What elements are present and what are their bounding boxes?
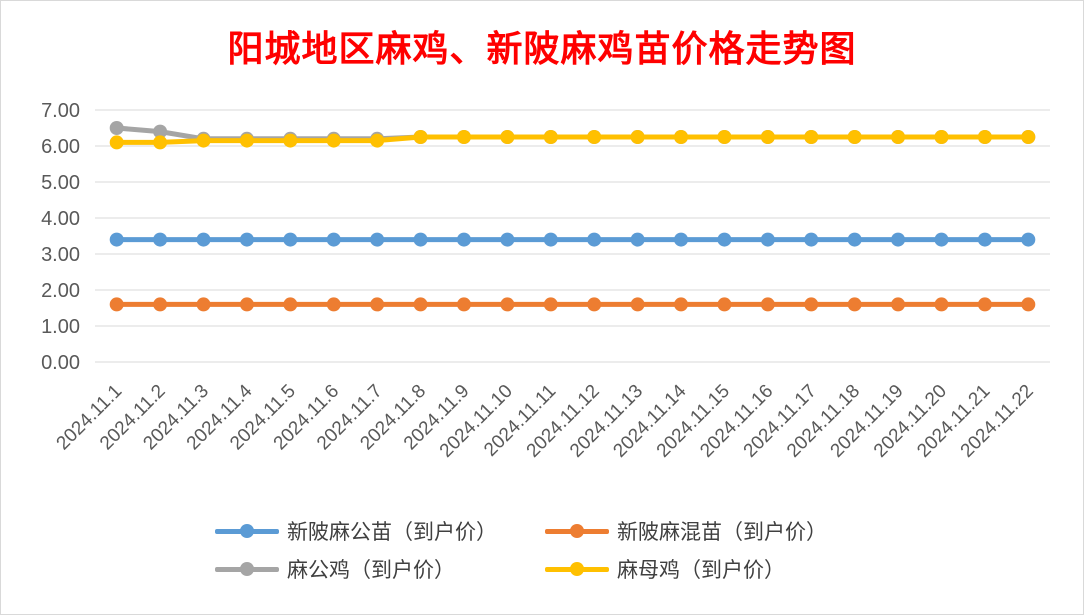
series-2-point: [760, 297, 775, 312]
series-2-point: [717, 297, 732, 312]
series-1-point: [109, 232, 124, 247]
series-1-point: [500, 232, 515, 247]
series-4-point: [196, 133, 211, 148]
y-tick-label: 6.00: [41, 136, 80, 158]
series-1-point: [760, 232, 775, 247]
series-1-point: [891, 232, 906, 247]
series-1-point: [630, 232, 645, 247]
series-1-point: [326, 232, 341, 247]
series-1-point: [847, 232, 862, 247]
series-4-point: [283, 133, 298, 148]
series-4-point: [109, 135, 124, 150]
series-4-point: [326, 133, 341, 148]
series-2-point: [847, 297, 862, 312]
series-1-point: [1021, 232, 1036, 247]
series-4-point: [674, 130, 689, 144]
series-4-point: [413, 130, 428, 144]
legend-item-series-3: 麻公鸡（到户价）: [215, 554, 545, 584]
series-4-point: [934, 130, 949, 144]
series-2-point: [239, 297, 254, 312]
series-2-point: [500, 297, 515, 312]
series-4-point: [891, 130, 906, 144]
series-1-point: [456, 232, 471, 247]
y-tick-label: 0.00: [41, 352, 80, 374]
series-2-point: [109, 297, 124, 312]
series-4-point: [500, 130, 515, 144]
series-2-point: [674, 297, 689, 312]
series-4-point: [760, 130, 775, 144]
series-2-point: [543, 297, 558, 312]
series-4-point: [543, 130, 558, 144]
chart-title: 阳城地区麻鸡、新陂麻鸡苗价格走势图: [227, 28, 857, 70]
series-4-point: [456, 130, 471, 144]
series-1-point: [804, 232, 819, 247]
series-2-point: [456, 297, 471, 312]
y-tick-label: 5.00: [41, 172, 80, 194]
series-1-point: [370, 232, 385, 247]
legend-label-series-4: 麻母鸡（到户价）: [617, 558, 785, 582]
series-2-point: [1021, 297, 1036, 312]
legend-item-series-1: 新陂麻公苗（到户价）: [215, 516, 545, 546]
series-4-point: [847, 130, 862, 144]
series-1-point: [283, 232, 298, 247]
legend-marker-series-4: [545, 559, 609, 579]
series-4-point: [587, 130, 602, 144]
series-2-point: [413, 297, 428, 312]
series-1-point: [934, 232, 949, 247]
series-3-point: [109, 121, 124, 135]
series-4-point: [977, 130, 992, 144]
series-2-point: [326, 297, 341, 312]
series-2-point: [891, 297, 906, 312]
legend-label-series-3: 麻公鸡（到户价）: [287, 558, 455, 582]
y-tick-label: 2.00: [41, 280, 80, 302]
series-1-point: [674, 232, 689, 247]
series-4-point: [153, 135, 168, 150]
series-1-point: [239, 232, 254, 247]
y-tick-label: 7.00: [41, 100, 80, 122]
series-2-point: [153, 297, 168, 312]
series-2-point: [804, 297, 819, 312]
series-2-point: [977, 297, 992, 312]
series-2-point: [934, 297, 949, 312]
series-2-point: [587, 297, 602, 312]
legend-label-series-2: 新陂麻混苗（到户价）: [617, 520, 827, 544]
series-2-point: [370, 297, 385, 312]
legend-marker-series-1: [215, 521, 279, 541]
series-1-point: [977, 232, 992, 247]
series-4-point: [804, 130, 819, 144]
legend-label-series-1: 新陂麻公苗（到户价）: [287, 520, 497, 544]
legend-item-series-4: 麻母鸡（到户价）: [545, 554, 785, 584]
y-tick-label: 4.00: [41, 208, 80, 230]
series-1-point: [153, 232, 168, 247]
series-4-point: [239, 133, 254, 148]
legend-item-series-2: 新陂麻混苗（到户价）: [545, 516, 827, 546]
y-tick-label: 3.00: [41, 244, 80, 266]
series-2-point: [630, 297, 645, 312]
series-1-point: [413, 232, 428, 247]
series-1-point: [717, 232, 732, 247]
series-2-point: [196, 297, 211, 312]
y-tick-label: 1.00: [41, 316, 80, 338]
legend: 新陂麻公苗（到户价） 新陂麻混苗（到户价） 麻公鸡（到户价） 麻母鸡（到户价）: [215, 512, 875, 588]
series-4-point: [630, 130, 645, 144]
series-2-point: [283, 297, 298, 312]
series-1-point: [543, 232, 558, 247]
series-1-point: [196, 232, 211, 247]
series-line-4: [114, 134, 1031, 145]
series-4-point: [1021, 130, 1036, 144]
series-4-point: [370, 133, 385, 148]
legend-marker-series-2: [545, 521, 609, 541]
series-1-point: [587, 232, 602, 247]
legend-marker-series-3: [215, 559, 279, 579]
series-3-point: [153, 124, 168, 139]
series-4-point: [717, 130, 732, 144]
